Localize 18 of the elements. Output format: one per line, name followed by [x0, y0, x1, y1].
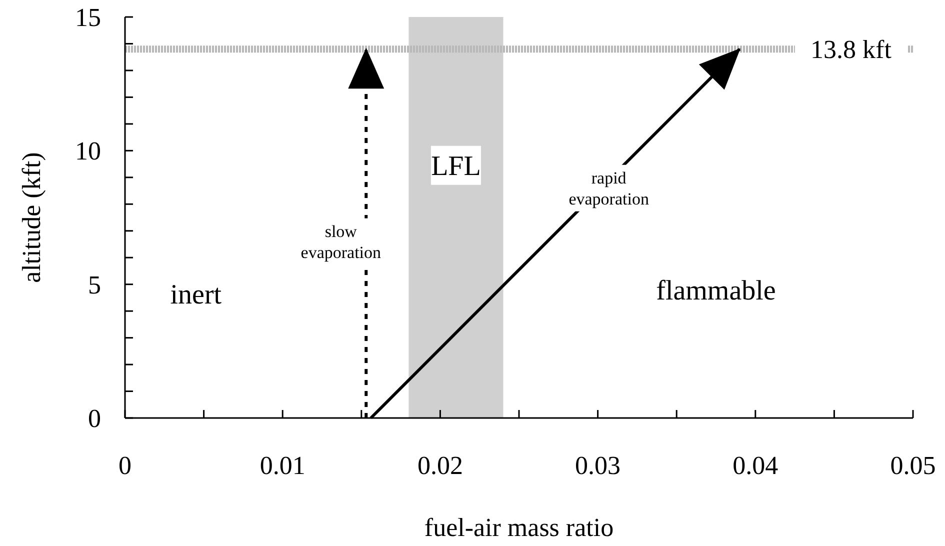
x-tick-label: 0.05 — [890, 451, 936, 480]
annotation: slow evaporation — [300, 222, 382, 262]
annotation: flammable — [656, 275, 776, 306]
y-tick-label: 15 — [75, 3, 101, 32]
x-axis-title: fuel-air mass ratio — [424, 513, 614, 542]
x-tick-label: 0.02 — [417, 451, 463, 480]
x-tick-label: 0.03 — [575, 451, 621, 480]
y-tick-label: 10 — [75, 136, 101, 166]
y-tick-label: 0 — [88, 404, 101, 433]
y-tick-label: 5 — [88, 270, 101, 300]
ref-line-label: 13.8 kft — [810, 35, 892, 64]
annotation: inert — [170, 279, 222, 310]
x-tick-label: 0 — [118, 451, 132, 480]
x-tick-label: 0.04 — [732, 451, 778, 480]
y-axis-title: altitude (kft) — [17, 152, 46, 283]
band-label: LFL — [431, 151, 481, 182]
annotation: rapid evaporation — [568, 168, 650, 209]
x-tick-label: 0.01 — [260, 451, 306, 480]
